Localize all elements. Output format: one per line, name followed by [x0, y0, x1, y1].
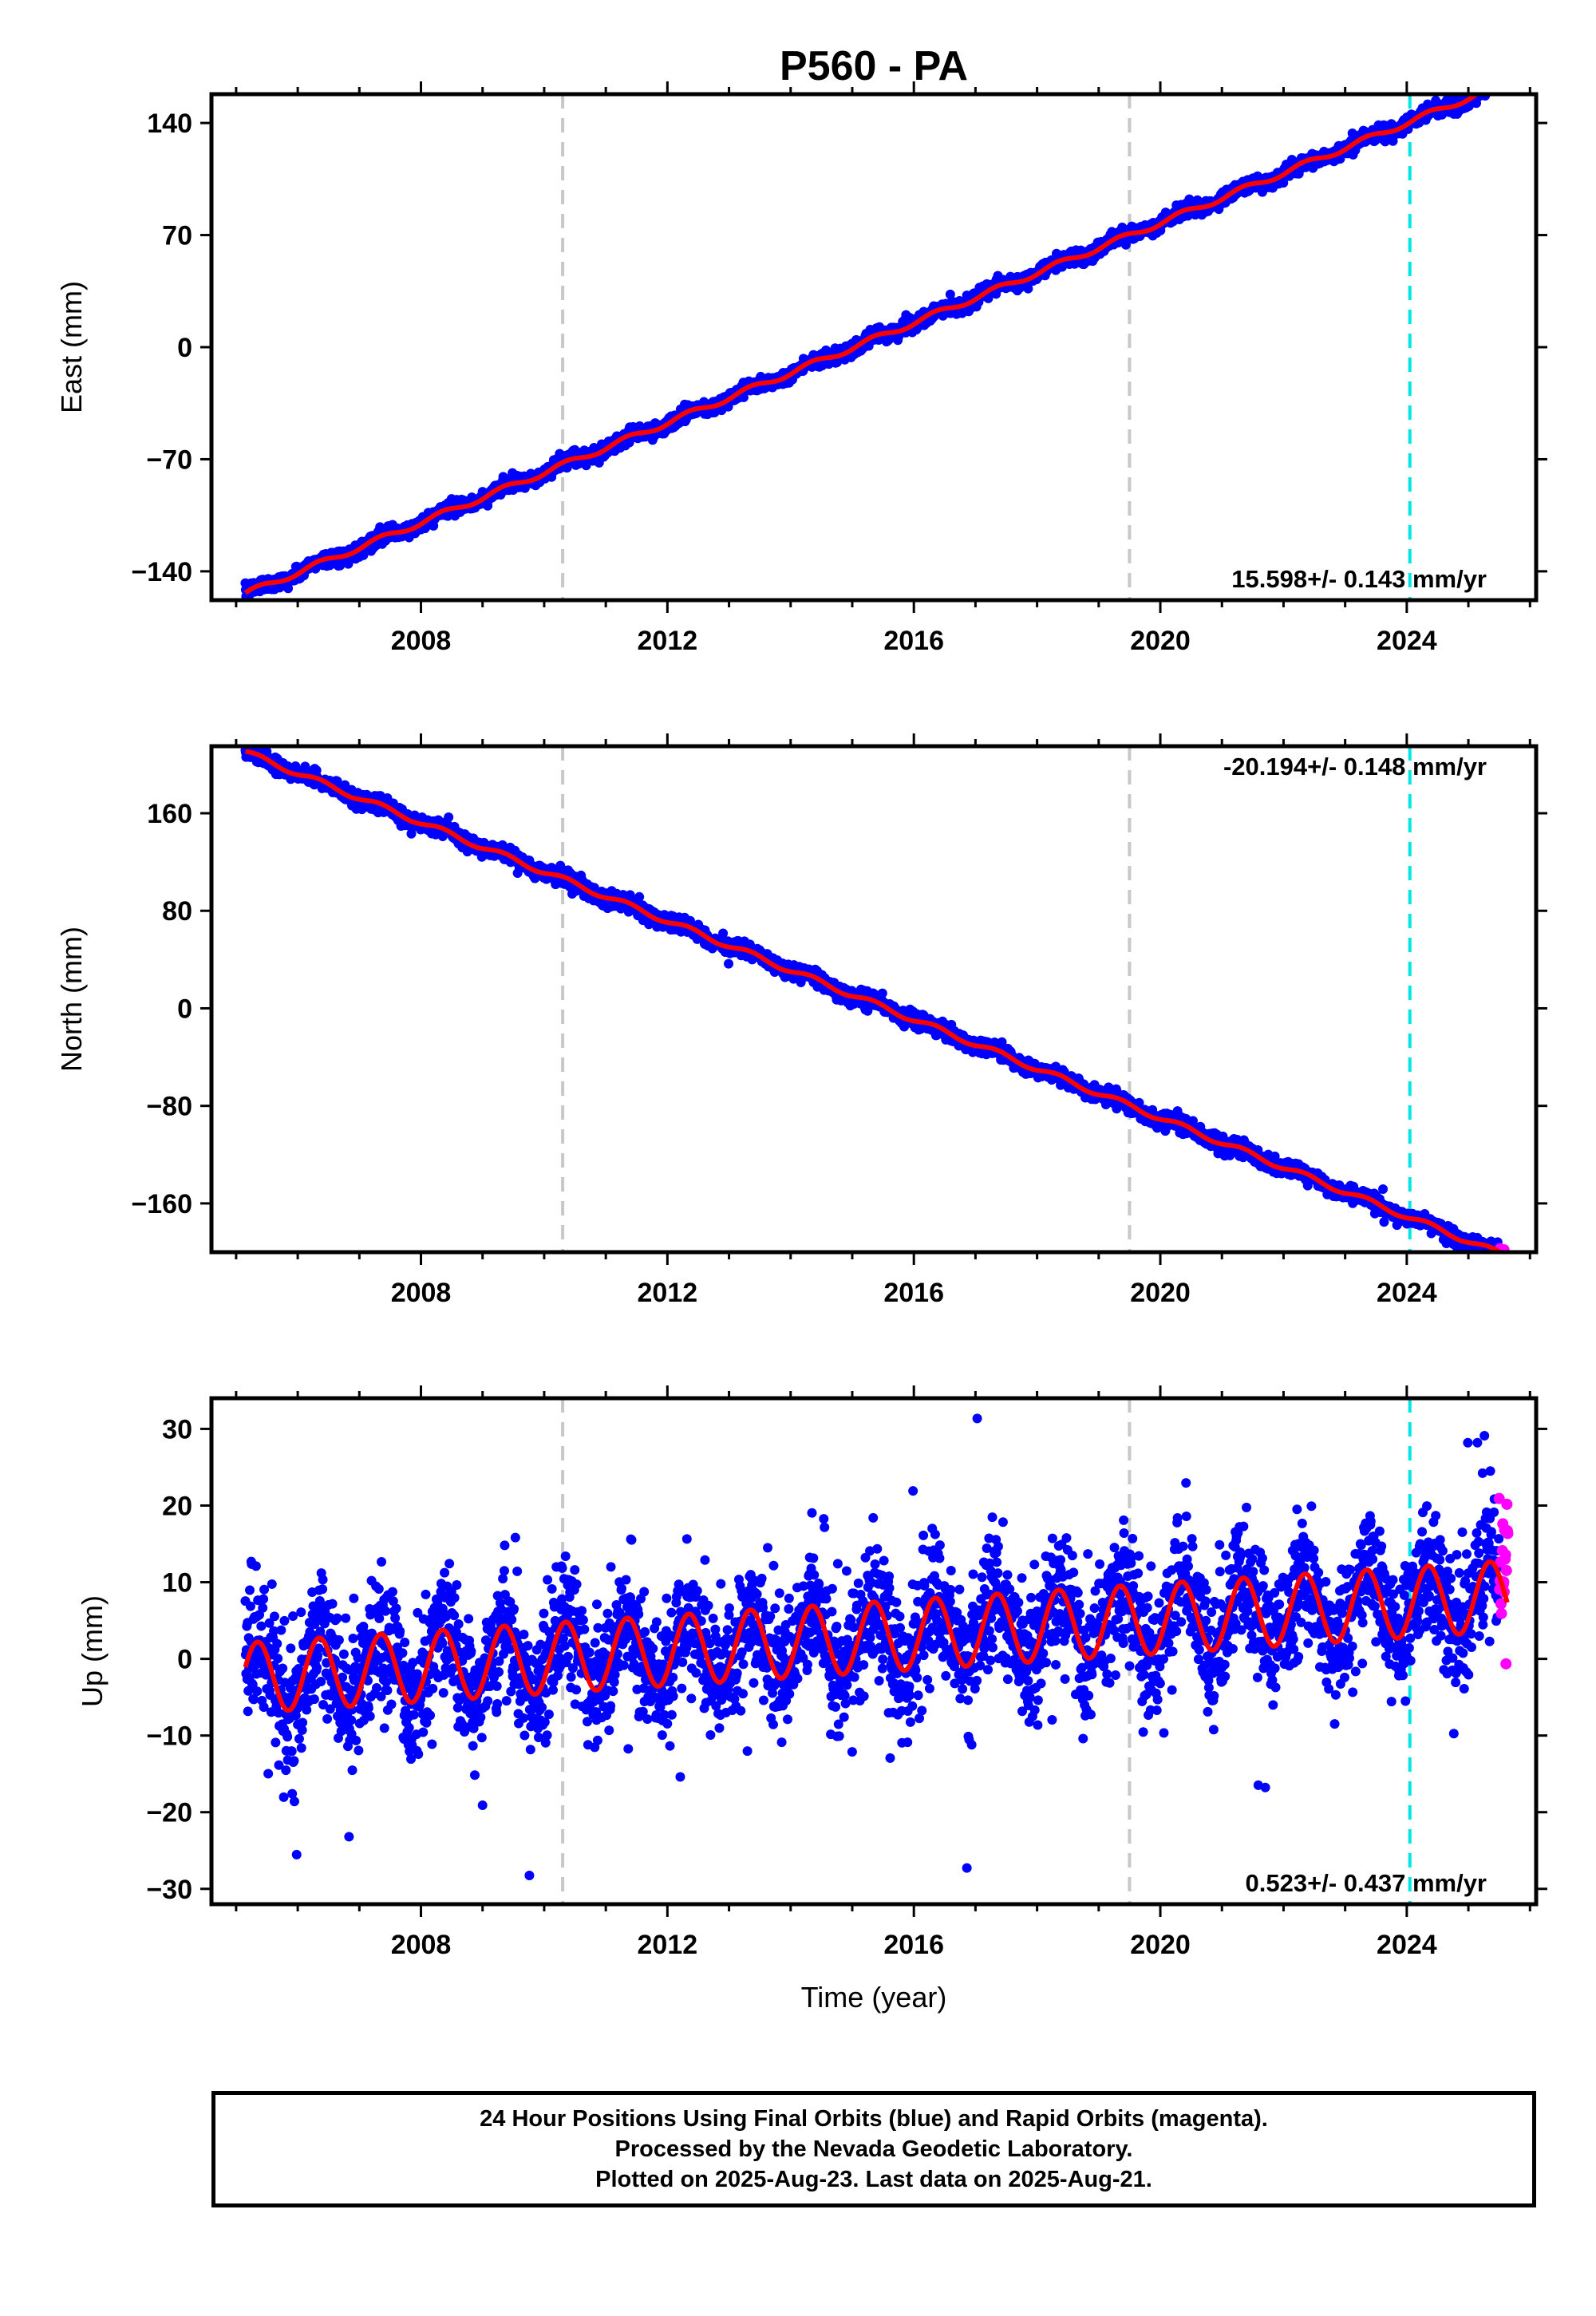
rapid-orbit-point	[1501, 81, 1512, 92]
final-orbit-point	[444, 812, 454, 823]
plot-area	[240, 72, 1513, 600]
final-orbit-point	[1472, 84, 1481, 93]
final-orbit-point	[1488, 79, 1498, 89]
final-orbit-point	[1481, 81, 1491, 91]
final-orbit-point	[1476, 84, 1486, 93]
x-tick-label: 2016	[883, 626, 944, 656]
final-orbit-points	[240, 746, 1504, 1252]
final-orbit-point	[1484, 81, 1494, 91]
panels-group: −140 −70 0 70 140 2008 2012 2016 2020 2024 East (m…	[55, 72, 1547, 1960]
plot-area	[240, 746, 1513, 1252]
final-orbit-point	[1476, 81, 1485, 91]
x-tick-label: 2024	[1377, 626, 1437, 656]
final-orbit-point	[1479, 80, 1488, 89]
rapid-orbit-point	[1499, 76, 1511, 87]
final-orbit-point	[1480, 83, 1490, 93]
final-orbit-point	[724, 958, 734, 969]
final-orbit-point	[1491, 80, 1500, 89]
final-orbit-point	[1487, 77, 1497, 87]
final-orbit-point	[1490, 81, 1499, 90]
velocity-label: 15.598+/- 0.143 mm/yr	[1231, 565, 1487, 593]
final-orbit-point	[1494, 79, 1503, 89]
final-orbit-point	[1487, 80, 1496, 89]
final-orbit-point	[1491, 81, 1501, 91]
rapid-orbit-point	[1499, 80, 1510, 91]
rapid-orbit-points	[1494, 76, 1513, 95]
y-tick-label: 0	[177, 333, 192, 363]
y-axis-label: East (mm)	[55, 281, 88, 413]
final-orbit-point	[1489, 83, 1499, 93]
final-orbit-point	[1490, 78, 1499, 88]
final-orbit-point	[1475, 83, 1484, 93]
final-orbit-point	[1483, 81, 1492, 91]
final-orbit-point	[1495, 76, 1504, 85]
final-orbit-point	[1486, 81, 1495, 90]
model-fit-line	[243, 94, 1481, 595]
final-orbit-point	[1482, 84, 1491, 93]
x-tick-label: 2012	[638, 626, 698, 656]
final-orbit-point	[1479, 82, 1489, 92]
rapid-orbit-point	[1494, 77, 1505, 89]
final-orbit-point	[1487, 84, 1497, 93]
final-orbit-point	[1478, 80, 1487, 89]
final-orbit-point	[1486, 78, 1495, 88]
final-orbit-point	[1493, 76, 1503, 85]
final-orbit-point	[1492, 81, 1502, 90]
y-tick-label: 70	[162, 221, 192, 251]
final-orbit-point	[1482, 79, 1491, 89]
final-orbit-point	[1494, 77, 1503, 87]
final-orbit-point	[634, 891, 645, 902]
x-tick-label: 2020	[1130, 626, 1191, 656]
panel-1: −140 −70 0 70 140 2008 2012 2016 2020 2024 East (m…	[55, 72, 1547, 656]
rapid-orbit-point	[1495, 77, 1506, 88]
final-orbit-point	[1492, 81, 1502, 90]
rapid-orbit-point	[1500, 81, 1511, 93]
final-orbit-point	[1491, 72, 1501, 81]
final-orbit-point	[1489, 81, 1499, 90]
rapid-orbit-point	[1496, 79, 1507, 90]
rapid-orbit-point	[1502, 77, 1513, 88]
y-tick-label: −70	[146, 445, 192, 475]
y-tick-label: −140	[131, 557, 192, 587]
final-orbit-point	[1471, 83, 1480, 93]
final-orbit-point	[945, 289, 955, 299]
x-tick-label: 2008	[391, 626, 452, 656]
final-orbit-point	[1491, 80, 1500, 89]
figure-title: P560 - PA	[780, 43, 968, 89]
y-tick-label: 140	[147, 109, 192, 139]
rapid-orbit-point	[1497, 76, 1508, 87]
final-orbit-point	[1491, 79, 1501, 89]
final-orbit-point	[1487, 79, 1496, 89]
final-orbit-point	[1493, 81, 1503, 91]
final-orbit-point	[1487, 80, 1496, 89]
final-orbit-point	[1479, 79, 1488, 89]
